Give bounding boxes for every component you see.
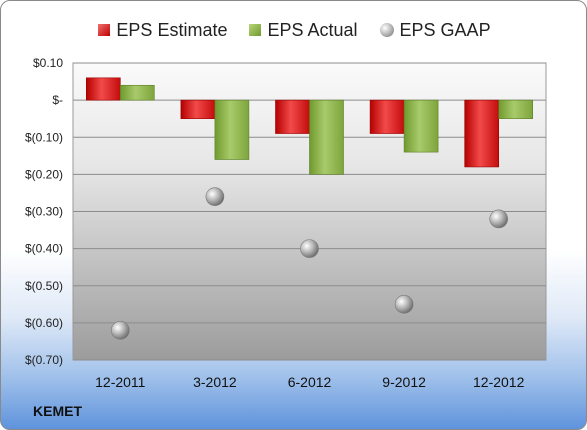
y-tick-label: $- (52, 93, 63, 107)
y-tick-label: $(0.30) (25, 205, 63, 219)
legend-swatch-actual (249, 24, 262, 36)
point-eps-gaap (489, 209, 509, 229)
bar-eps-actual (403, 99, 439, 153)
legend-label-actual: EPS Actual (267, 19, 358, 40)
point-eps-gaap (111, 320, 130, 340)
x-tick-label: 9-2012 (382, 374, 426, 390)
y-tick-label: $(0.60) (25, 316, 63, 330)
bar-eps-estimate (275, 99, 310, 134)
legend-swatch-estimate (98, 24, 111, 36)
bar-eps-actual (498, 99, 534, 119)
x-tick-label: 12-2012 (473, 374, 525, 390)
bar-eps-estimate (180, 99, 216, 119)
legend-label-estimate: EPS Estimate (116, 19, 228, 40)
bar-eps-actual (120, 84, 155, 101)
bar-eps-actual (309, 99, 344, 175)
legend-item-gaap: EPS GAAP (379, 19, 491, 41)
x-tick-label: 12-2011 (95, 374, 146, 390)
legend: EPS Estimate EPS Actual EPS GAAP (1, 15, 586, 45)
point-eps-gaap (205, 187, 225, 206)
legend-swatch-gaap (379, 23, 394, 37)
y-tick-label: $(0.50) (25, 279, 63, 293)
y-tick-label: $(0.10) (25, 130, 63, 144)
bar-eps-estimate (464, 99, 500, 168)
y-tick-label: $(0.20) (25, 167, 63, 181)
x-tick-label: 3-2012 (193, 374, 237, 390)
bar-eps-estimate (369, 99, 405, 134)
legend-item-actual: EPS Actual (249, 19, 358, 41)
point-eps-gaap (300, 239, 319, 258)
legend-item-estimate: EPS Estimate (98, 20, 227, 41)
point-eps-gaap (394, 295, 414, 314)
y-tick-label: $0.10 (33, 56, 63, 70)
y-tick-label: $(0.70) (25, 353, 63, 367)
legend-label-gaap: EPS GAAP (399, 19, 491, 40)
company-name: KEMET (33, 403, 82, 419)
y-tick-label: $(0.40) (25, 242, 63, 256)
bar-eps-actual (214, 99, 250, 160)
x-tick-label: 6-2012 (288, 374, 332, 390)
bar-eps-estimate (86, 77, 121, 101)
